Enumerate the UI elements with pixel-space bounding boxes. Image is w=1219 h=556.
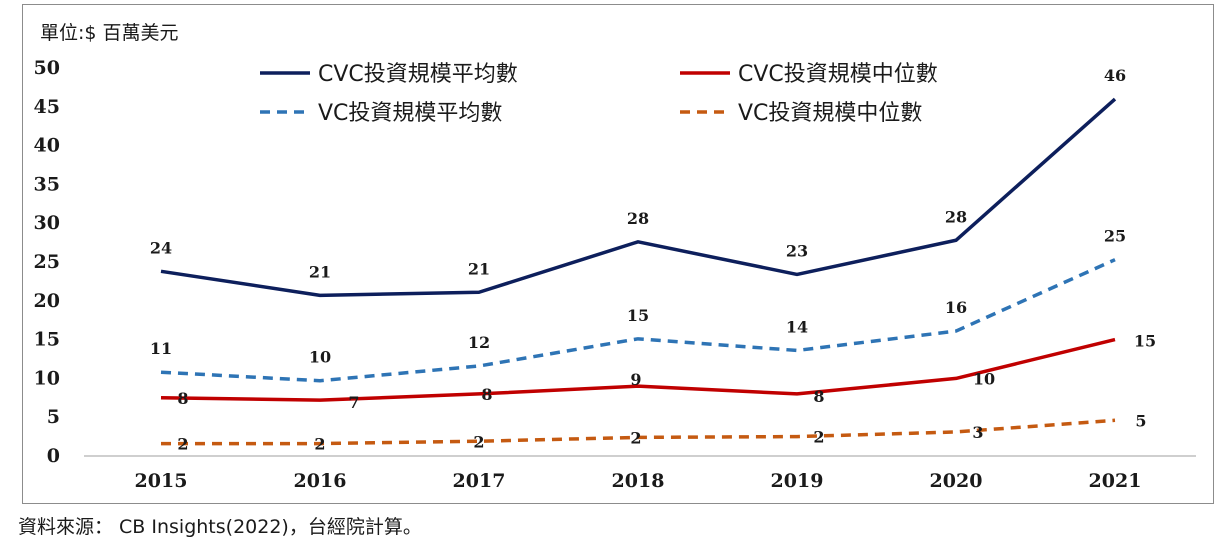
x-tick-label: 2016 (294, 470, 347, 492)
x-tick-label: 2015 (135, 470, 188, 492)
data-label: 2 (813, 428, 824, 447)
series-layer (160, 97, 1117, 446)
x-tick-label: 2018 (612, 470, 665, 492)
legend-label: VC投資規模中位數 (738, 101, 922, 126)
data-label: 9 (630, 370, 641, 389)
y-tick-label: 40 (34, 135, 60, 157)
y-tick-label: 25 (34, 251, 60, 273)
data-label: 16 (945, 298, 967, 317)
data-label: 12 (468, 333, 490, 352)
y-tick-label: 35 (34, 173, 60, 195)
x-tick-label: 2017 (453, 470, 506, 492)
x-tick-label: 2019 (771, 470, 824, 492)
data-label: 3 (972, 423, 983, 442)
source-note: 資料來源： CB Insights(2022)，台經院計算。 (18, 516, 422, 538)
data-label: 15 (1134, 332, 1156, 351)
data-label: 8 (813, 387, 824, 406)
data-label: 28 (945, 207, 967, 226)
legend-label: CVC投資規模平均數 (318, 62, 518, 87)
data-label: 7 (348, 393, 359, 412)
data-label: 8 (481, 385, 492, 404)
legend-item: CVC投資規模平均數 (260, 62, 518, 87)
legend-label: VC投資規模平均數 (318, 101, 502, 126)
series-line (161, 418, 1116, 446)
y-tick-label: 10 (34, 367, 60, 389)
data-label: 21 (309, 262, 331, 281)
y-tick-label: 20 (34, 290, 60, 312)
data-label: 15 (627, 306, 649, 325)
y-tick-label: 15 (34, 329, 60, 351)
series-line (160, 97, 1117, 298)
data-label: 24 (150, 238, 172, 257)
data-label: 21 (468, 259, 490, 278)
data-label: 11 (150, 339, 172, 358)
data-label: 2 (473, 432, 484, 451)
data-label: 25 (1104, 227, 1126, 246)
data-label: 8 (177, 389, 188, 408)
data-label: 5 (1135, 411, 1146, 430)
y-tick-label: 45 (34, 96, 60, 118)
data-label: 10 (973, 369, 995, 388)
y-tick-label: 50 (34, 57, 60, 79)
data-label: 28 (627, 209, 649, 228)
data-label: 2 (630, 428, 641, 447)
legend-label: CVC投資規模中位數 (738, 62, 938, 87)
series-line (160, 258, 1116, 383)
legend-item: CVC投資規模中位數 (680, 62, 938, 87)
legend-item: VC投資規模中位數 (680, 101, 922, 126)
series-line (160, 337, 1116, 402)
chart-frame (22, 4, 1214, 504)
data-label: 23 (786, 241, 808, 260)
legend-item: VC投資規模平均數 (260, 101, 502, 126)
unit-label: 單位:$ 百萬美元 (40, 22, 179, 44)
x-tick-label: 2021 (1089, 470, 1142, 492)
x-tick-label: 2020 (930, 470, 983, 492)
y-tick-label: 30 (34, 212, 60, 234)
data-label: 2 (177, 435, 188, 454)
data-label: 46 (1104, 66, 1126, 85)
y-tick-label: 0 (47, 445, 60, 467)
data-label: 10 (309, 348, 331, 367)
legend: CVC投資規模平均數 CVC投資規模中位數 VC投資規模平均數 VC投資規模中位數 (260, 62, 938, 126)
y-tick-label: 5 (47, 406, 60, 428)
data-label: 2 (314, 435, 325, 454)
data-label: 14 (786, 317, 808, 336)
